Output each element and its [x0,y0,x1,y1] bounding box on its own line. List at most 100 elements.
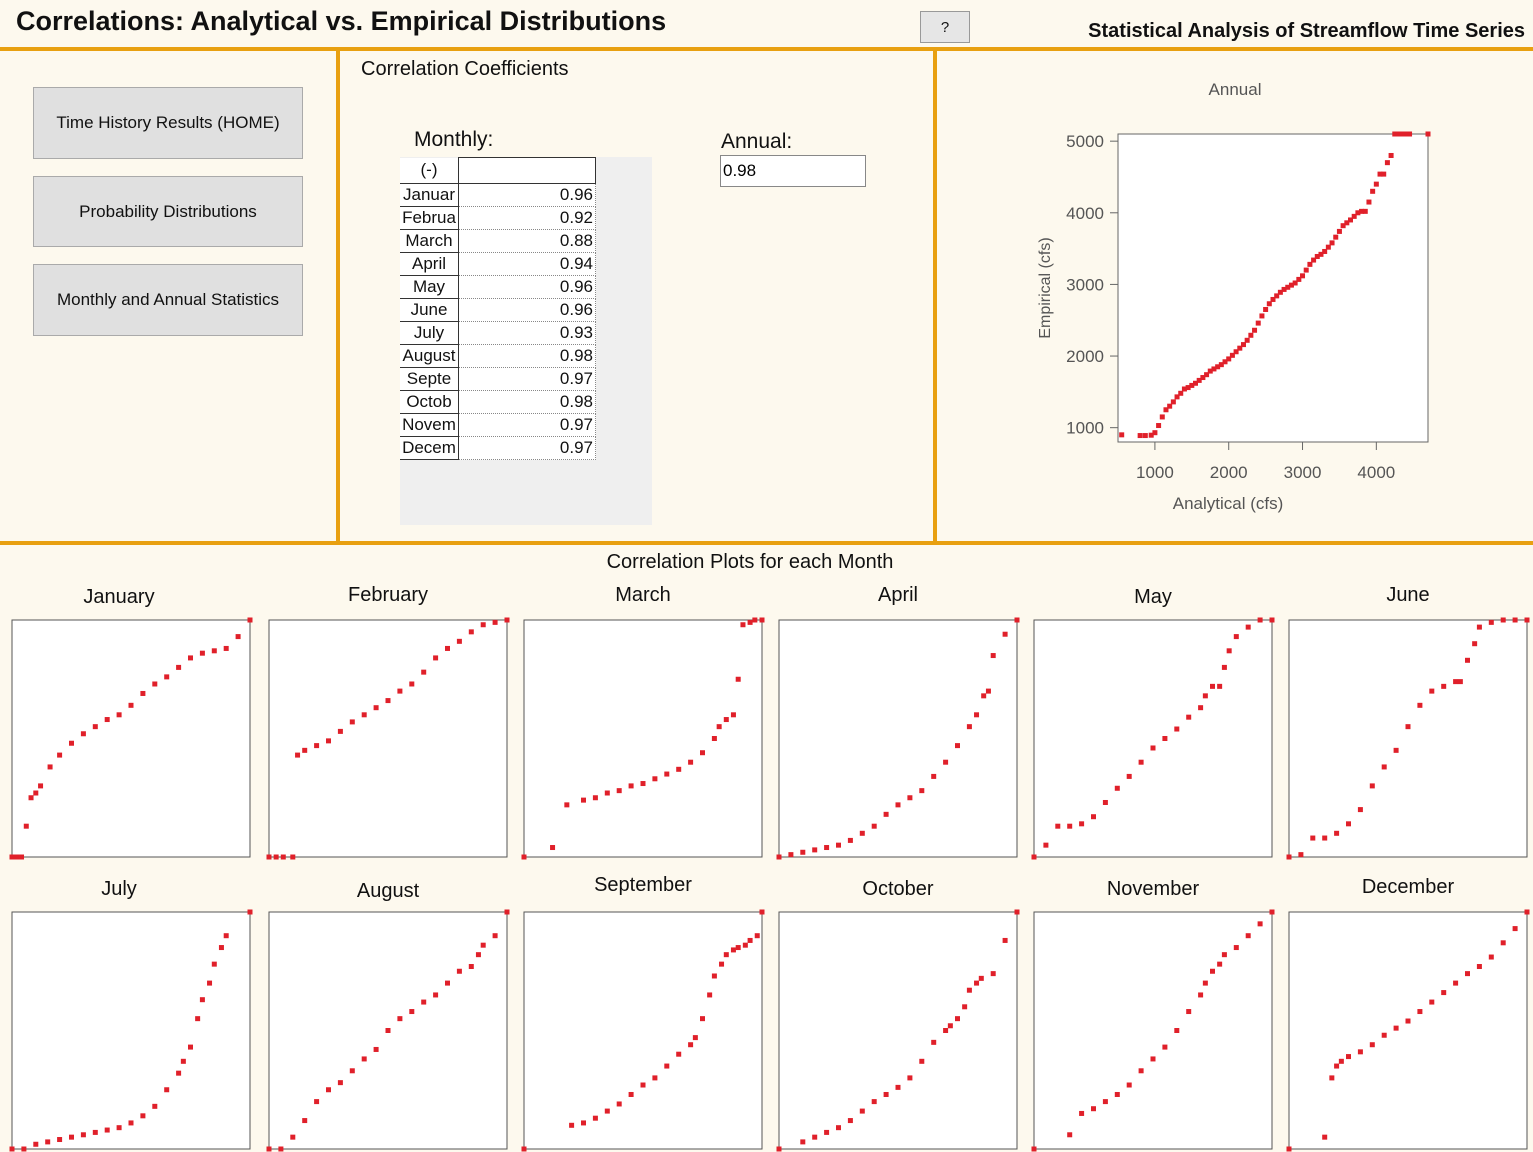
page-title: Correlations: Analytical vs. Empirical D… [16,6,667,36]
data-point [128,702,134,708]
coefficient-cell[interactable]: 0.92 [458,206,596,230]
data-point [1346,1054,1351,1060]
data-point [1252,327,1258,333]
data-point [1476,964,1482,970]
data-point [1014,909,1020,915]
data-point [57,752,63,758]
data-point [1381,1032,1387,1038]
month-correlation-plot [9,909,253,1152]
data-point [314,743,320,749]
data-point [1138,1068,1144,1074]
data-point [314,1099,320,1105]
month-correlation-plot [1286,909,1530,1152]
data-point [978,975,984,981]
table-row[interactable]: Octob 0.98 [400,390,596,414]
data-point [199,650,205,656]
table-row[interactable]: Septe 0.97 [400,367,596,391]
data-point [468,629,474,635]
data-point [1229,352,1235,358]
data-point [1159,414,1165,420]
coefficient-cell[interactable]: 0.98 [458,390,596,414]
coefficient-cell[interactable]: 0.96 [458,275,596,299]
data-point [1126,1082,1132,1088]
data-point [723,952,729,958]
data-point [1286,1146,1292,1152]
data-point [1366,199,1372,205]
data-point [1288,282,1294,288]
data-point [9,1146,15,1152]
month-cell: June [400,298,459,322]
monthly-coefficient-table[interactable]: (-) Januar 0.96 Februa 0.92 March 0.88 April 0.… [400,157,596,460]
table-row[interactable]: Novem 0.97 [400,413,596,437]
data-point [1334,830,1340,836]
coefficient-cell[interactable]: 0.93 [458,321,596,345]
data-point [1196,377,1202,383]
x-tick-label: 3000 [1284,463,1322,482]
data-point [719,961,725,967]
coefficient-cell[interactable]: 0.96 [458,298,596,322]
plot-area [268,619,508,858]
table-row[interactable]: May 0.96 [400,275,596,299]
help-button[interactable]: ? [920,11,970,43]
home-button[interactable]: Time History Results (HOME) [33,87,303,159]
table-row[interactable]: March 0.88 [400,229,596,253]
table-row[interactable]: August 0.98 [400,344,596,368]
coefficient-cell[interactable]: 0.88 [458,229,596,253]
data-point [1429,688,1435,694]
data-point [1150,1056,1156,1062]
data-point [628,783,634,789]
table-row[interactable]: April 0.94 [400,252,596,276]
table-row[interactable]: June 0.96 [400,298,596,322]
data-point [445,980,450,986]
table-row[interactable]: July 0.93 [400,321,596,345]
month-cell: July [400,321,459,345]
data-point [812,1134,818,1140]
coefficient-cell[interactable]: 0.96 [458,183,596,207]
data-point [475,952,481,958]
plot-area [778,619,1018,858]
data-point [1298,852,1304,858]
data-point [1344,220,1350,226]
data-point [80,1132,86,1138]
plot-area [523,911,763,1150]
data-point [1181,386,1187,392]
table-row[interactable]: Januar 0.96 [400,183,596,207]
table-row[interactable]: Decem 0.97 [400,436,596,460]
month-correlation-plot [266,909,510,1152]
data-point [1233,945,1239,951]
data-point [730,712,736,718]
data-point [1055,823,1061,829]
data-point [1148,432,1154,438]
data-point [1202,693,1208,699]
data-point [1222,359,1228,365]
data-point [1067,823,1073,829]
data-point [223,933,229,939]
data-point [456,968,462,974]
monthly-annual-statistics-button[interactable]: Monthly and Annual Statistics [33,264,303,336]
data-point [759,909,765,915]
data-point [616,1101,622,1107]
data-point [1322,1134,1328,1140]
data-point [188,655,193,661]
data-point [1351,213,1357,219]
coefficient-cell[interactable]: 0.98 [458,344,596,368]
data-point [1348,217,1353,223]
data-point [1210,683,1215,689]
data-point [836,1125,841,1131]
coefficient-cell[interactable]: 0.97 [458,413,596,437]
coefficient-cell[interactable]: 0.97 [458,436,596,460]
data-point [1091,814,1096,820]
coefficient-cell[interactable]: 0.97 [458,367,596,391]
annual-coefficient-field[interactable] [720,155,866,187]
data-point [1307,261,1313,267]
data-point [1405,1018,1411,1024]
data-point [164,674,170,680]
data-point [1405,724,1411,730]
data-point [676,766,682,772]
data-point [218,945,224,951]
coefficient-cell[interactable]: 0.94 [458,252,596,276]
table-row[interactable]: Februa 0.92 [400,206,596,230]
data-point [116,712,122,718]
data-point [1281,286,1287,292]
probability-distributions-button[interactable]: Probability Distributions [33,176,303,247]
